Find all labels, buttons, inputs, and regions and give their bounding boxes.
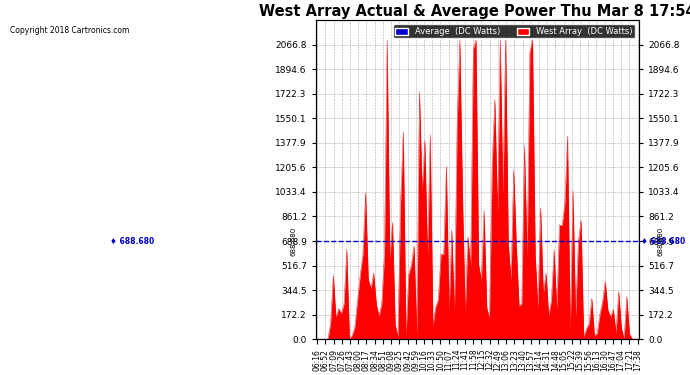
Text: Copyright 2018 Cartronics.com: Copyright 2018 Cartronics.com xyxy=(10,26,130,35)
Text: ♦ 688.680: ♦ 688.680 xyxy=(640,237,684,246)
Text: 688.680: 688.680 xyxy=(658,226,664,256)
Title: West Array Actual & Average Power Thu Mar 8 17:54: West Array Actual & Average Power Thu Ma… xyxy=(259,4,690,19)
Text: ♦ 688.680: ♦ 688.680 xyxy=(110,237,155,246)
Legend: Average  (DC Watts), West Array  (DC Watts): Average (DC Watts), West Array (DC Watts… xyxy=(393,24,635,39)
Text: 688.680: 688.680 xyxy=(290,226,297,256)
